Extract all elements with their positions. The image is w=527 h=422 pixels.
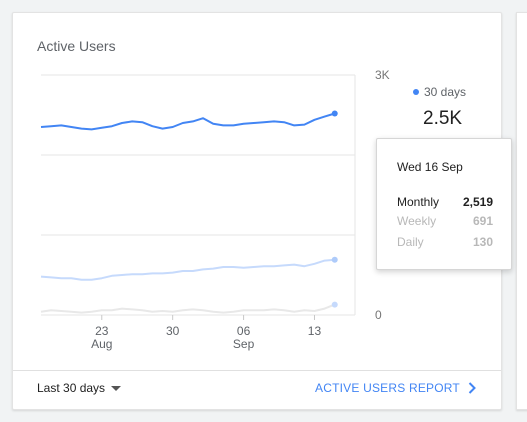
tooltip-label: Monthly	[397, 195, 440, 209]
dot-icon	[413, 89, 419, 95]
tooltip-label: Daily	[397, 235, 424, 249]
chart-tooltip: Wed 16 Sep Monthly 2,519 Weekly 691 Dail…	[376, 138, 512, 270]
chevron-right-icon	[468, 382, 476, 394]
x-tick-sublabel: Aug	[91, 337, 112, 351]
legend-label: 30 days	[424, 85, 467, 99]
x-tick-label: 13	[308, 324, 322, 338]
tooltip-row-daily: Daily 130	[397, 235, 493, 249]
active-users-value: 2.5K	[423, 108, 463, 129]
x-tick-label: 30	[166, 324, 180, 338]
x-tick-label: 23	[95, 324, 109, 338]
tooltip-value: 691	[472, 214, 493, 228]
series-point-daily	[331, 301, 338, 308]
adjacent-card	[516, 12, 527, 410]
date-range-label: Last 30 days	[37, 381, 106, 395]
tooltip-value: 2,519	[462, 195, 493, 209]
tooltip-row-weekly: Weekly 691	[397, 214, 493, 228]
tooltip-label: Weekly	[397, 214, 437, 228]
caret-down-icon	[111, 386, 122, 391]
tooltip-row-monthly: Monthly 2,519	[397, 195, 493, 209]
y-tick-label: 3K	[375, 68, 390, 82]
tooltip-date: Wed 16 Sep	[397, 160, 463, 174]
series-line-weekly	[40, 258, 335, 281]
x-tick-label: 06	[237, 324, 251, 338]
x-tick-sublabel: Sep	[233, 337, 255, 351]
report-link-label: ACTIVE USERS REPORT	[315, 381, 460, 395]
date-range-dropdown[interactable]: Last 30 days	[37, 381, 122, 395]
footer-divider	[13, 370, 501, 371]
series-line-daily	[40, 303, 336, 314]
series-point-weekly	[331, 256, 338, 263]
y-tick-label: 0	[375, 308, 382, 322]
card-title: Active Users	[37, 38, 116, 54]
tooltip-value: 130	[472, 235, 493, 249]
legend-30-days: 30 days	[413, 85, 466, 99]
active-users-report-link[interactable]: ACTIVE USERS REPORT	[315, 381, 476, 395]
series-point-monthly	[331, 110, 338, 117]
series-line-monthly	[40, 112, 335, 131]
